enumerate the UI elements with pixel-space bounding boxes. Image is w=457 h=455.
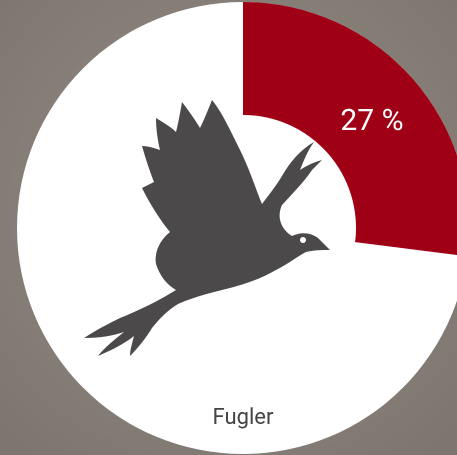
bird-icon [84, 100, 330, 356]
category-label: Fugler [213, 405, 274, 430]
bird-eye [300, 237, 306, 243]
marks [243, 2, 457, 256]
donut-segment [243, 2, 457, 256]
value-label: 27 % [340, 103, 403, 138]
